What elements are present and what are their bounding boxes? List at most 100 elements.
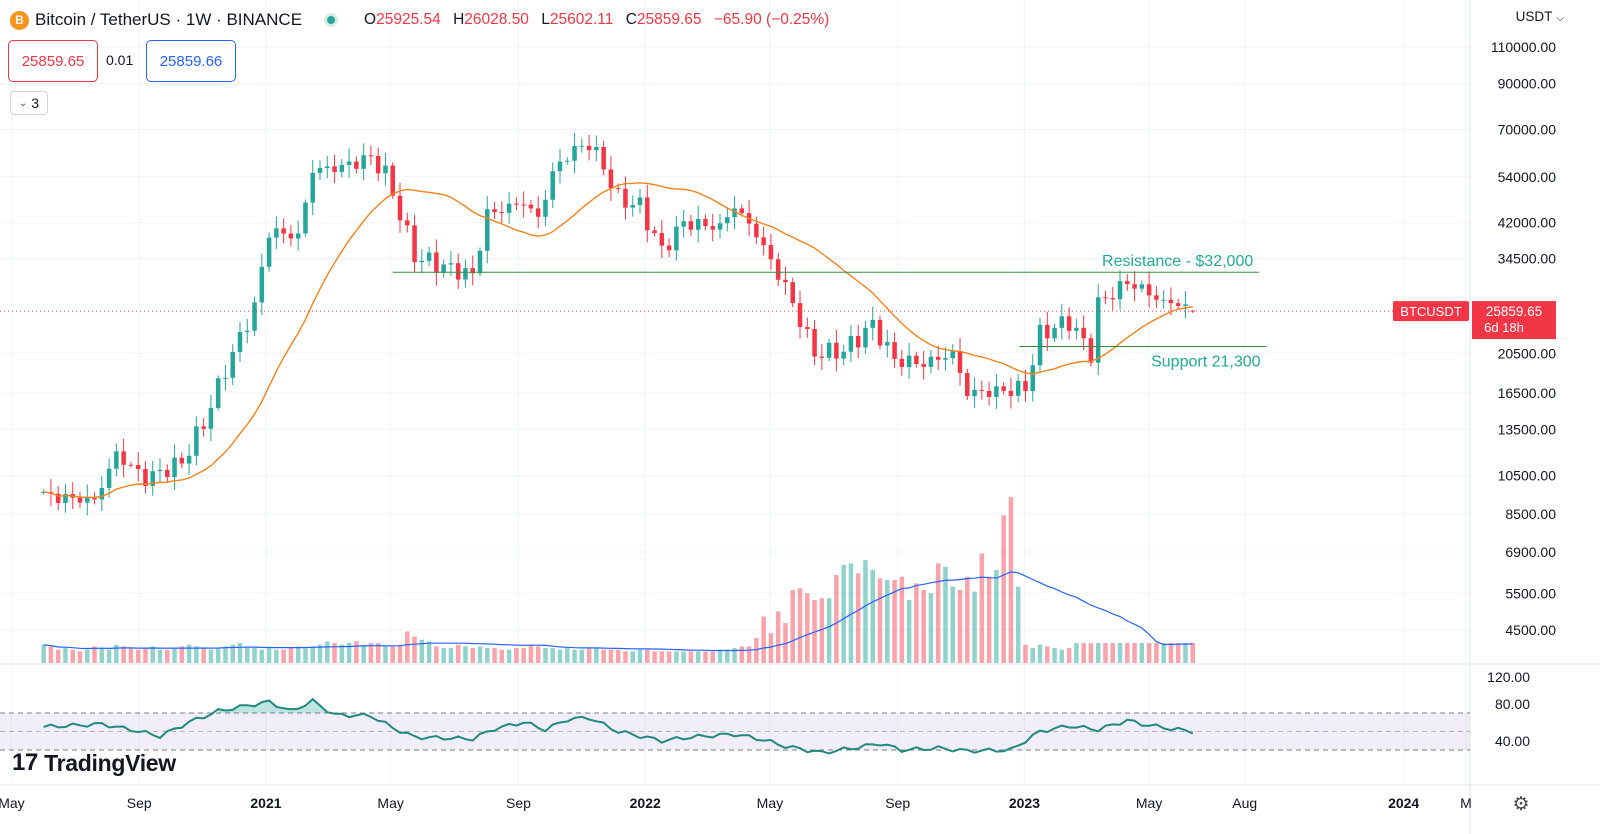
candle-body [980, 390, 985, 391]
volume-bar [390, 646, 395, 663]
tradingview-logo[interactable]: 17 TradingView [12, 749, 176, 777]
candle-body [376, 156, 381, 173]
rsi-axis-label: 80.00 [1495, 696, 1530, 712]
volume-bar [667, 651, 672, 663]
candle-body [347, 162, 352, 165]
volume-bar [798, 588, 803, 663]
volume-bar [1074, 643, 1079, 663]
candle [980, 381, 985, 400]
volume-bar [776, 612, 781, 663]
candle-body [616, 188, 621, 189]
candle [1038, 318, 1043, 372]
volume-bar [725, 650, 730, 663]
symbol-title[interactable]: Bitcoin / TetherUS · 1W · BINANCE [35, 10, 302, 30]
volume-bar [1081, 643, 1086, 663]
gear-icon[interactable]: ⚙ [1510, 793, 1532, 815]
volume-bar [310, 646, 315, 663]
volume-bar [790, 590, 795, 663]
volume-bar [907, 600, 912, 663]
candle-body [158, 470, 163, 471]
volume-bar [1183, 643, 1188, 663]
candle [776, 253, 781, 286]
chevron-down-icon: ⌵ [1556, 13, 1564, 24]
volume-bar [449, 648, 454, 663]
buy-button[interactable]: 25859.66 [146, 40, 236, 82]
candle-body [703, 219, 708, 226]
volume-bar [1190, 643, 1195, 663]
currency-selector[interactable]: USDT ⌵ [1516, 9, 1564, 24]
volume-bar [660, 651, 665, 663]
candle [543, 190, 548, 226]
candle [630, 196, 635, 217]
candle-body [354, 162, 359, 169]
candle [1147, 272, 1152, 308]
price-tag-value: 25859.65 [1486, 304, 1542, 319]
candle [100, 476, 105, 511]
volume-bar [1103, 643, 1108, 663]
time-axis-label: Aug [1232, 795, 1257, 811]
indicators-toggle[interactable]: ⌄ 3 [10, 91, 48, 115]
volume-bar [994, 570, 999, 663]
candle [863, 321, 868, 353]
candle [1023, 370, 1028, 402]
candle [769, 234, 774, 270]
volume-bar [85, 650, 90, 663]
candle [1110, 287, 1115, 310]
symbol-legend[interactable]: B Bitcoin / TetherUS · 1W · BINANCE O259… [10, 10, 837, 30]
candle [689, 215, 694, 236]
candle [594, 136, 599, 161]
candle [718, 214, 723, 239]
candle-body [340, 165, 345, 172]
volume-bar [150, 646, 155, 663]
candle-body [1125, 281, 1130, 284]
candle-body [660, 233, 665, 245]
candle [63, 484, 68, 513]
volume-bar [958, 590, 963, 663]
candle [180, 452, 185, 468]
candle [1067, 307, 1072, 339]
volume-bar [194, 646, 199, 663]
candle [260, 254, 265, 315]
candle-body [609, 169, 614, 188]
candle-body [674, 227, 679, 251]
candle-body [369, 155, 374, 156]
candle [121, 439, 126, 478]
btc-weekly-chart[interactable]: Resistance - $32,000Support 21,300BTCUSD… [0, 0, 1600, 834]
price-axis-label: 6900.00 [1505, 544, 1556, 560]
candle-body [100, 488, 105, 500]
candle-body [456, 263, 461, 279]
candle [536, 196, 541, 228]
candle-body [863, 328, 868, 348]
volume-bar [1030, 648, 1035, 663]
candle-body [427, 253, 432, 261]
candle [129, 462, 134, 468]
candle-body [623, 189, 628, 208]
market-status-icon[interactable] [324, 13, 338, 27]
volume-bar [870, 570, 875, 663]
volume-bar [594, 648, 599, 663]
candle [870, 307, 875, 341]
price-axis-label: 20500.00 [1498, 345, 1557, 361]
candle [1103, 291, 1108, 305]
candle-body [1038, 325, 1043, 365]
candle-body [412, 225, 417, 262]
chevron-down-icon: ⌄ [19, 98, 27, 109]
volume-bar [769, 633, 774, 663]
candle-body [900, 359, 905, 367]
volume-bar [485, 648, 490, 663]
candle [601, 141, 606, 176]
candle-body [267, 238, 272, 267]
volume-bar [165, 650, 170, 663]
sell-button[interactable]: 25859.65 [8, 40, 98, 82]
volume-bar [609, 650, 614, 663]
candle [136, 452, 141, 481]
volume-bar [1169, 643, 1174, 663]
candle-body [398, 196, 403, 221]
candle-body [478, 251, 483, 273]
volume-bar [1067, 648, 1072, 663]
volume-bar [143, 648, 148, 663]
volume-bar [703, 651, 708, 663]
candle [216, 375, 221, 410]
volume-bar [252, 648, 257, 663]
candle-body [769, 245, 774, 259]
